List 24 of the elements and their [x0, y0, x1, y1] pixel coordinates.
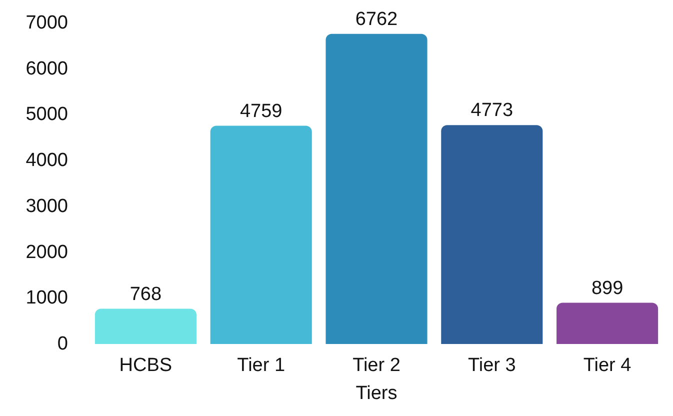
x-tick-label: HCBS	[119, 355, 172, 376]
y-tick-label: 6000	[26, 58, 68, 80]
data-label: 768	[130, 284, 162, 305]
x-tick-label: Tier 2	[352, 355, 400, 376]
x-tick-label: Tier 4	[583, 355, 632, 376]
x-axis-title: Tiers	[356, 383, 398, 404]
data-label: 4759	[240, 100, 282, 122]
x-tick-label: Tier 1	[237, 355, 286, 376]
y-tick-label: 7000	[26, 12, 68, 34]
bar	[326, 34, 428, 344]
bar	[210, 126, 312, 344]
y-tick-label: 3000	[26, 196, 68, 217]
bar	[94, 308, 196, 344]
y-tick-label: 2000	[26, 242, 68, 263]
bar	[441, 125, 543, 344]
y-tick-label: 4000	[26, 150, 68, 172]
data-label: 4773	[470, 100, 514, 122]
y-tick-label: 5000	[26, 104, 68, 126]
y-tick-label: 0	[57, 334, 68, 354]
data-label: 6762	[355, 8, 398, 30]
x-tick-label: Tier 3	[468, 355, 516, 376]
y-tick-label: 1000	[26, 288, 68, 309]
bar	[556, 302, 658, 344]
data-label: 899	[591, 278, 624, 299]
